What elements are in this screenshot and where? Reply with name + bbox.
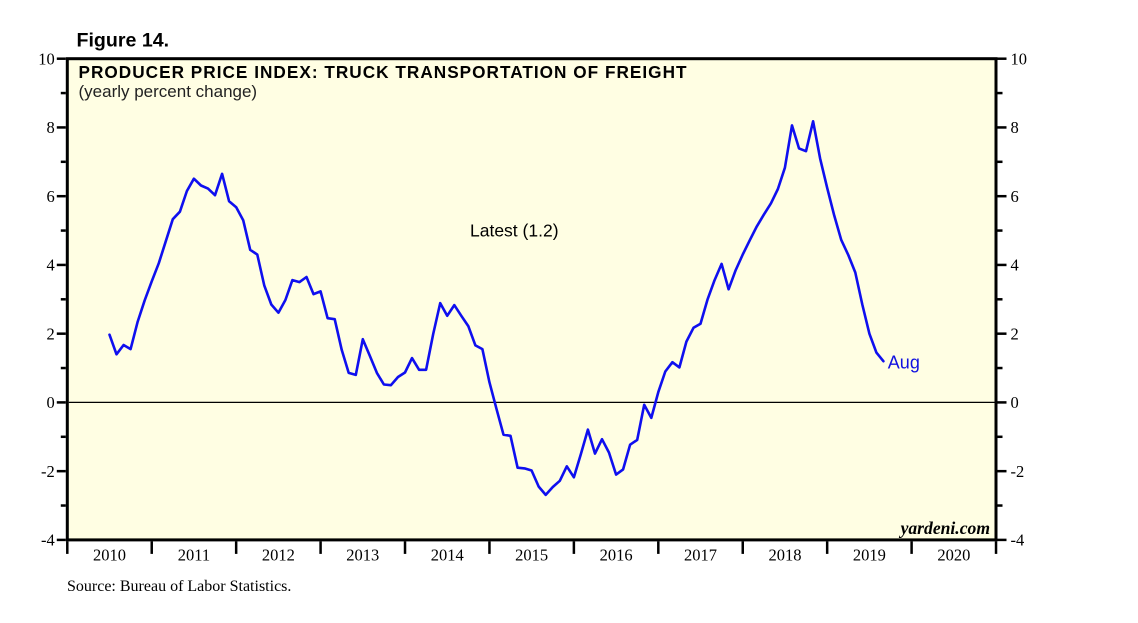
svg-text:2010: 2010 (93, 546, 126, 565)
svg-text:6: 6 (1011, 187, 1019, 206)
svg-text:8: 8 (1011, 118, 1019, 137)
svg-text:2019: 2019 (853, 546, 886, 565)
svg-text:yardeni.com: yardeni.com (899, 518, 990, 538)
svg-text:2013: 2013 (346, 546, 379, 565)
svg-text:2011: 2011 (178, 546, 210, 565)
svg-text:10: 10 (1011, 50, 1028, 69)
svg-text:2015: 2015 (515, 546, 548, 565)
svg-text:2: 2 (47, 324, 55, 343)
svg-text:-4: -4 (1011, 531, 1025, 550)
svg-text:(yearly percent change): (yearly percent change) (79, 82, 258, 101)
svg-text:6: 6 (47, 187, 55, 206)
svg-text:Latest (1.2): Latest (1.2) (470, 221, 559, 241)
svg-text:4: 4 (47, 256, 55, 275)
svg-text:-2: -2 (41, 462, 55, 481)
svg-text:0: 0 (47, 393, 55, 412)
svg-text:4: 4 (1011, 256, 1019, 275)
svg-text:2018: 2018 (768, 546, 801, 565)
svg-text:0: 0 (1011, 393, 1019, 412)
svg-text:2012: 2012 (262, 546, 295, 565)
svg-text:2017: 2017 (684, 546, 717, 565)
svg-text:Source: Bureau of Labor Statis: Source: Bureau of Labor Statistics. (67, 578, 291, 595)
svg-text:Figure 14.: Figure 14. (77, 30, 170, 52)
svg-text:-2: -2 (1011, 462, 1025, 481)
svg-text:2014: 2014 (431, 546, 464, 565)
svg-text:2: 2 (1011, 324, 1019, 343)
svg-text:8: 8 (47, 118, 55, 137)
svg-text:2016: 2016 (600, 546, 633, 565)
svg-text:PRODUCER PRICE INDEX: TRUCK TR: PRODUCER PRICE INDEX: TRUCK TRANSPORTATI… (79, 62, 688, 82)
svg-text:-4: -4 (41, 531, 55, 550)
svg-text:Aug: Aug (888, 353, 920, 373)
svg-text:2020: 2020 (937, 546, 970, 565)
svg-text:10: 10 (38, 50, 55, 69)
